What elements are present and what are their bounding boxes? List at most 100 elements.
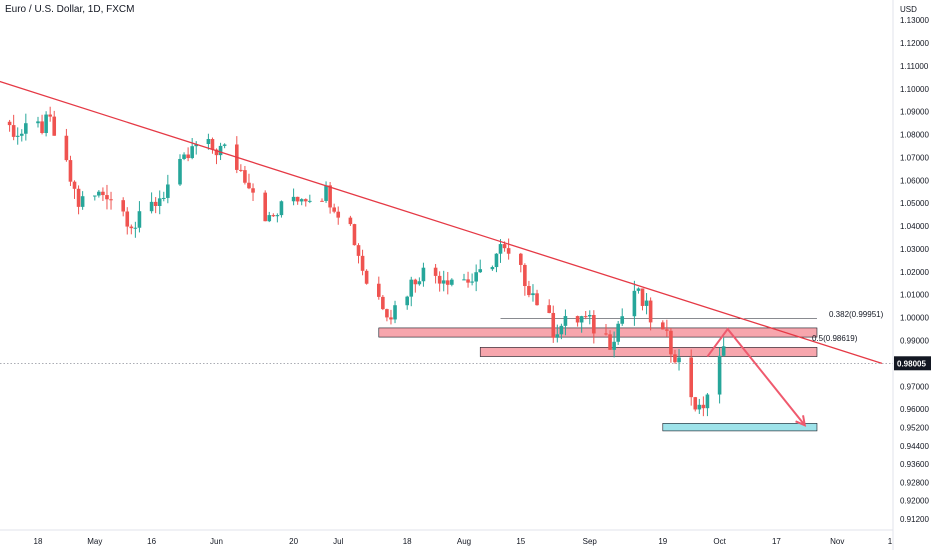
candle-down: [506, 248, 511, 254]
price-tick-label: 1.08000: [900, 131, 929, 140]
candle-up: [190, 146, 194, 159]
price-tick-label: 0.92000: [900, 497, 929, 506]
time-tick-label: Jul: [333, 537, 343, 546]
candle-up: [498, 244, 503, 254]
candle-down: [7, 121, 12, 126]
price-tick-label: 1.04000: [900, 222, 929, 231]
candle-up: [441, 280, 446, 284]
price-tick-label: 1.11000: [900, 62, 929, 71]
projection-arrow: [706, 327, 806, 426]
candle-down: [551, 312, 556, 338]
time-tick-label: 18: [403, 537, 412, 546]
price-tick-label: 0.99000: [900, 337, 929, 346]
time-tick-label: Sep: [583, 537, 598, 546]
candle-up: [275, 215, 280, 217]
candle-up: [644, 300, 649, 306]
trendline: [0, 80, 883, 365]
price-tick-label: 0.92800: [900, 478, 929, 487]
candle-up: [149, 201, 154, 212]
candle-down: [271, 215, 276, 217]
candle-down: [72, 181, 77, 189]
candle-up: [462, 279, 466, 281]
time-tick-label: Aug: [457, 537, 471, 546]
candle-down: [445, 280, 450, 285]
candle-down: [101, 191, 105, 196]
price-axis-currency: USD: [900, 5, 917, 14]
current-price-label: 0.98005: [897, 359, 926, 368]
candle-up: [44, 114, 48, 133]
candle-down: [381, 296, 385, 310]
candle-up: [182, 154, 186, 159]
candle-up: [478, 269, 483, 273]
candle-down: [519, 253, 523, 265]
candle-down: [76, 188, 81, 207]
candle-down: [661, 322, 665, 330]
candle-down: [413, 279, 418, 285]
candle-up: [222, 144, 227, 146]
candle-down: [239, 169, 243, 171]
time-tick-label: 16: [147, 537, 156, 546]
candle-up: [157, 198, 162, 206]
candle-up: [15, 135, 20, 137]
candle-up: [308, 200, 312, 202]
time-tick-label: 19: [658, 537, 667, 546]
candle-up: [206, 139, 211, 145]
candle-up: [470, 281, 474, 283]
price-tick-label: 1.05000: [900, 199, 929, 208]
candle-up: [697, 404, 702, 410]
candle-up: [421, 267, 426, 282]
candle-down: [693, 397, 698, 410]
candle-up: [579, 316, 584, 323]
candle-down: [352, 224, 357, 246]
candle-down: [336, 211, 341, 218]
candle-down: [575, 316, 580, 323]
candle-down: [640, 288, 645, 306]
time-tick-label: 1: [888, 537, 893, 546]
candle-down: [40, 121, 44, 133]
candle-down: [68, 160, 73, 182]
price-tick-label: 1.02000: [900, 268, 929, 277]
candle-down: [701, 404, 706, 409]
time-tick-label: May: [87, 537, 102, 546]
candle-down: [320, 200, 324, 202]
price-tick-label: 0.95200: [900, 423, 929, 432]
candle-down: [673, 354, 677, 363]
candle-up: [417, 281, 422, 285]
candle-up: [721, 346, 726, 356]
candle-up: [194, 144, 199, 147]
candle-up: [405, 296, 409, 306]
candle-down: [64, 135, 69, 161]
price-tick-label: 1.00000: [900, 314, 929, 323]
demand-zone: [662, 423, 818, 432]
price-tick-label: 0.97000: [900, 382, 929, 391]
price-tick-label: 1.09000: [900, 108, 929, 117]
candle-up: [279, 201, 284, 216]
candle-down: [547, 305, 551, 313]
candle-down: [360, 255, 365, 271]
fib-05-label: 0.5(0.98619): [812, 334, 858, 343]
time-tick-label: 20: [289, 537, 298, 546]
candle-up: [559, 325, 564, 335]
candle-down: [251, 188, 255, 193]
candle-up: [474, 272, 478, 282]
price-tick-label: 1.12000: [900, 39, 929, 48]
candle-down: [129, 226, 134, 229]
candle-down: [328, 185, 332, 208]
price-tick-label: 0.96000: [900, 405, 929, 414]
candle-up: [717, 355, 722, 395]
price-tick-label: 0.93600: [900, 460, 929, 469]
candle-up: [19, 133, 24, 136]
supply-zone: [378, 327, 818, 338]
candle-down: [356, 245, 361, 256]
candle-up: [531, 293, 535, 296]
candle-up: [178, 158, 182, 185]
candle-up: [137, 211, 142, 228]
candle-down: [433, 267, 438, 276]
candle-down: [535, 293, 539, 306]
candle-down: [263, 192, 267, 222]
candle-up: [24, 123, 28, 134]
candle-down: [247, 182, 251, 189]
candle-down: [523, 264, 527, 287]
